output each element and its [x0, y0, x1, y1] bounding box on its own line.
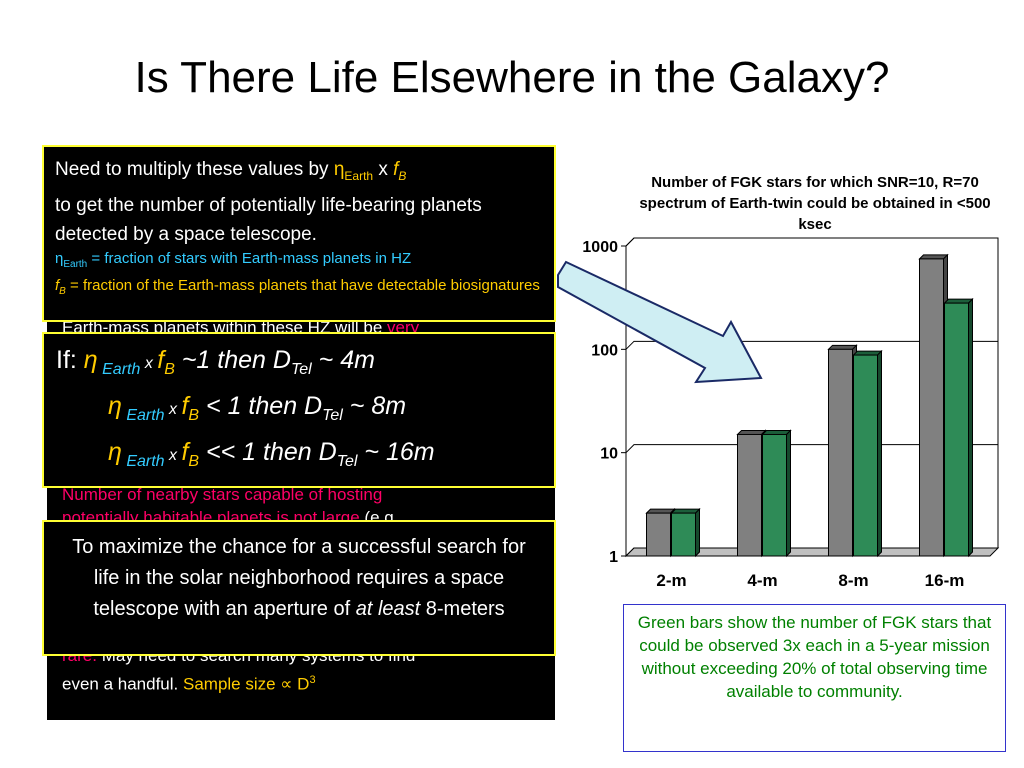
- bar: [853, 354, 878, 557]
- slide-title: Is There Life Elsewhere in the Galaxy?: [134, 53, 890, 102]
- box1-line2: to get the number of potentially life-be…: [55, 194, 482, 245]
- bar: [944, 302, 969, 557]
- row2-x: x: [164, 401, 182, 418]
- row3-x: x: [164, 447, 182, 464]
- y-tick-label: 1000: [582, 239, 618, 256]
- bar: [737, 433, 762, 557]
- y-tick-label: 100: [591, 342, 618, 359]
- row3-sub-tel: Tel: [336, 453, 358, 470]
- row3-sub-earth: Earth: [121, 453, 165, 470]
- telescope-size-box: If: η Earth x fB ~1 then DTel ~ 4m η Ear…: [42, 332, 556, 488]
- row2-end: ~ 8m: [342, 392, 407, 420]
- f-symbol: f: [393, 159, 399, 180]
- bar-top: [670, 508, 701, 514]
- row3-eta: η: [108, 438, 122, 466]
- chart-title: Number of FGK stars for which SNR=10, R=…: [639, 174, 991, 233]
- row2-sub-tel: Tel: [322, 407, 343, 424]
- maximize-chance-box: To maximize the chance for a successful …: [42, 520, 556, 656]
- row1-sub-earth: Earth: [97, 361, 141, 378]
- bar-side: [877, 349, 882, 558]
- row1-sub-b: B: [164, 361, 175, 378]
- def1-text: = fraction of stars with Earth-mass plan…: [87, 249, 412, 267]
- x-tick-label: 16-m: [925, 571, 965, 590]
- def2-text: = fraction of the Earth-mass planets tha…: [65, 276, 540, 294]
- hidden-bottom-line-2: even a handful.: [62, 674, 183, 694]
- def2-sub: B: [59, 285, 66, 297]
- bar-top: [761, 429, 792, 435]
- sample-size-sup: 3: [309, 674, 316, 686]
- def2-f: f: [55, 276, 60, 294]
- bar: [646, 512, 671, 557]
- row3-text: << 1 then D: [199, 438, 337, 466]
- row1-text: ~1 then D: [174, 346, 291, 374]
- row1-f: f: [157, 346, 165, 374]
- row1-end: ~ 4m: [311, 346, 375, 374]
- bar-top: [827, 344, 858, 350]
- bar: [762, 433, 787, 557]
- row2-text: < 1 then D: [199, 392, 323, 420]
- gridline: [625, 237, 998, 247]
- row2-f: f: [181, 392, 189, 420]
- bar-top: [943, 298, 974, 304]
- times-symbol: x: [373, 159, 394, 180]
- eta-sub-earth: Earth: [344, 168, 374, 183]
- y-tick-label: 1: [609, 549, 618, 566]
- row1-eta: η: [83, 346, 98, 374]
- box3-text: To maximize the chance for a successful …: [72, 536, 526, 620]
- sample-size-text: Sample size ∝ D: [182, 674, 310, 694]
- bar-side: [695, 507, 700, 558]
- box3-at-least: at least: [355, 598, 421, 620]
- multiply-note-box: Need to multiply these values by ηEarth …: [42, 145, 556, 322]
- x-tick-label: 4-m: [747, 571, 777, 590]
- bar: [671, 512, 696, 557]
- x-tick-label: 8-m: [838, 571, 868, 590]
- row3-f: f: [181, 438, 189, 466]
- bar-top: [852, 350, 883, 356]
- row2-sub-earth: Earth: [121, 407, 165, 424]
- box1-line1: Need to multiply these values by: [55, 159, 334, 180]
- x-tick-label: 2-m: [656, 571, 686, 590]
- row1-sub-tel: Tel: [290, 361, 312, 378]
- y-tick-label: 10: [600, 446, 618, 463]
- eta-symbol: η: [333, 159, 345, 180]
- bar: [919, 258, 944, 557]
- row2-eta: η: [108, 392, 122, 420]
- if-label: If:: [56, 346, 84, 374]
- chart-caption: Green bars show the number of FGK stars …: [623, 604, 1006, 752]
- row1-x: x: [140, 355, 158, 372]
- def1-sub: Earth: [63, 258, 88, 270]
- row2-sub-b: B: [188, 407, 200, 424]
- hidden-mid-line-1: Number of nearby stars capable of hostin…: [62, 485, 383, 504]
- def1-eta: η: [55, 249, 64, 267]
- box3-text-end: 8-meters: [420, 598, 505, 620]
- bar-side: [968, 297, 973, 558]
- row3-sub-b: B: [188, 453, 200, 470]
- bar: [828, 348, 853, 557]
- bar-side: [786, 429, 791, 558]
- row3-end: ~ 16m: [357, 438, 435, 466]
- bar-top: [918, 254, 949, 260]
- bar-top: [736, 429, 767, 435]
- bar-top: [645, 508, 676, 514]
- f-sub-b: B: [398, 168, 407, 183]
